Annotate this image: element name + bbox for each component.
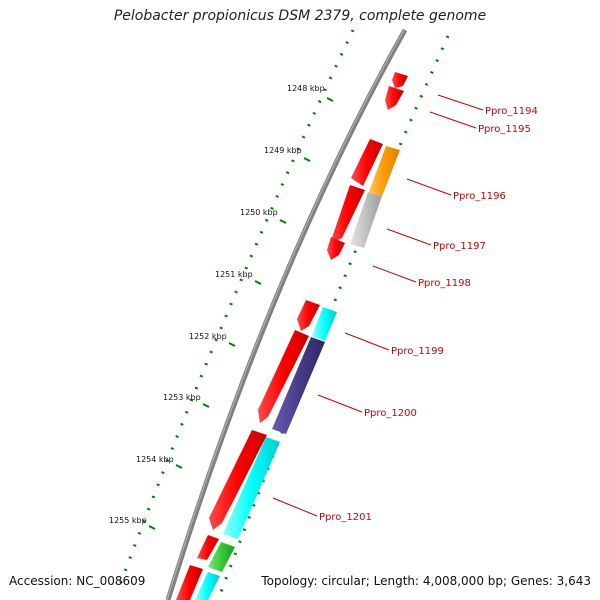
gene-cyan-2[interactable] bbox=[195, 572, 220, 600]
gene-red-8[interactable] bbox=[176, 565, 203, 600]
gc-track-outer bbox=[216, 35, 450, 600]
ruler-tick-1255 bbox=[148, 525, 156, 530]
gene-ppro-1197[interactable] bbox=[350, 192, 382, 248]
gene-ppro-1196[interactable] bbox=[369, 146, 400, 196]
gene-labels: Ppro_1194 Ppro_1195 Ppro_1196 Ppro_1197 … bbox=[319, 106, 538, 523]
gene-label-ppro-1196[interactable]: Ppro_1196 bbox=[453, 191, 506, 202]
gene-ppro-1194[interactable] bbox=[392, 72, 408, 88]
gene-red-5[interactable] bbox=[258, 330, 309, 423]
genome-info: Topology: circular; Length: 4,008,000 bp… bbox=[261, 574, 591, 588]
ruler-label-1252: 1252 kbp bbox=[189, 332, 227, 341]
genome-backbone bbox=[165, 28, 408, 600]
ruler: 1248 kbp 1249 kbp 1250 kbp 1251 kbp 1252… bbox=[109, 84, 334, 530]
ruler-tick-1253 bbox=[202, 403, 210, 408]
ruler-tick-1252 bbox=[228, 342, 236, 347]
ruler-label-1250: 1250 kbp bbox=[240, 208, 278, 217]
gene-features[interactable] bbox=[176, 72, 408, 600]
gene-label-ppro-1195[interactable]: Ppro_1195 bbox=[478, 124, 531, 135]
ruler-tick-1248 bbox=[326, 97, 334, 102]
ruler-label-1248: 1248 kbp bbox=[287, 84, 325, 93]
gene-ppro-1199[interactable] bbox=[312, 307, 337, 341]
ruler-label-1255: 1255 kbp bbox=[109, 516, 147, 525]
gene-ppro-1201[interactable] bbox=[223, 437, 280, 539]
ruler-tick-1250 bbox=[279, 219, 287, 224]
gene-label-ppro-1198[interactable]: Ppro_1198 bbox=[418, 278, 471, 289]
ruler-label-1249: 1249 kbp bbox=[264, 146, 302, 155]
gene-red-7[interactable] bbox=[197, 535, 219, 560]
gene-label-ppro-1197[interactable]: Ppro_1197 bbox=[433, 241, 486, 252]
ruler-tick-1249 bbox=[303, 157, 311, 162]
gene-red-1[interactable] bbox=[351, 139, 383, 186]
gene-red-6[interactable] bbox=[209, 430, 267, 530]
map-title: Pelobacter propionicus DSM 2379, complet… bbox=[113, 8, 487, 24]
gene-green-1[interactable] bbox=[208, 542, 235, 572]
gene-label-ppro-1201[interactable]: Ppro_1201 bbox=[319, 512, 372, 523]
ruler-tick-1251 bbox=[254, 280, 262, 285]
label-lines bbox=[272, 94, 484, 517]
gene-label-ppro-1200[interactable]: Ppro_1200 bbox=[364, 408, 417, 419]
gene-red-2[interactable] bbox=[330, 185, 365, 243]
ruler-label-1254: 1254 kbp bbox=[136, 455, 174, 464]
gene-red-3[interactable] bbox=[327, 237, 345, 260]
gene-ppro-1195[interactable] bbox=[385, 86, 404, 110]
genome-backbone-highlight bbox=[166, 29, 405, 600]
ruler-tick-1254 bbox=[175, 464, 183, 469]
gene-ppro-1200[interactable] bbox=[272, 337, 325, 434]
gene-label-ppro-1194[interactable]: Ppro_1194 bbox=[485, 106, 538, 117]
ruler-label-1251: 1251 kbp bbox=[215, 270, 253, 279]
ruler-label-1253: 1253 kbp bbox=[163, 393, 201, 402]
gene-red-4[interactable] bbox=[297, 300, 320, 331]
accession-label: Accession: NC_008609 bbox=[9, 574, 146, 588]
gene-label-ppro-1199[interactable]: Ppro_1199 bbox=[391, 346, 444, 357]
